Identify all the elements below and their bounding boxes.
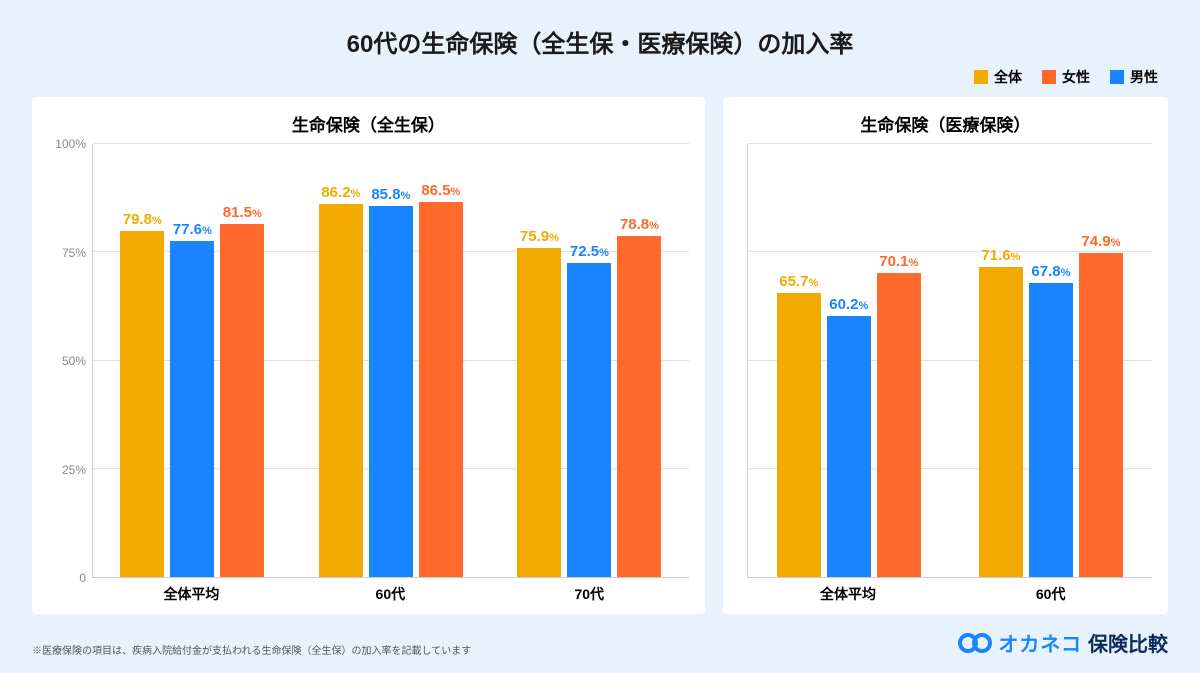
bar-group: 75.9% 72.5% 78.8% [490,144,689,577]
x-tick-label: 60代 [291,578,490,606]
brand: オカネコ 保険比較 [958,628,1168,657]
bar-group: 71.6% 67.8% 74.9% [950,144,1152,577]
bar-value-label: 86.5% [421,182,460,199]
y-tick-label: 0 [79,571,86,585]
bar-rect [567,263,611,577]
page-root: 60代の生命保険（全生保・医療保険）の加入率 全体 女性 男性 生命保険（全生保） 0… [0,0,1200,673]
bar-group: 86.2% 85.8% 86.5% [292,144,491,577]
chart-area: 65.7% 60.2% 70.1% 71.6% 67.8% 74.9% [747,144,1152,578]
page-title: 60代の生命保険（全生保・医療保険）の加入率 [32,24,1168,59]
bar-rect [419,202,463,577]
y-tick-label: 100% [55,137,86,151]
legend-swatch [1042,70,1056,84]
brand-main-text: オカネコ [998,628,1082,657]
y-tick-label: 25% [62,463,86,477]
bar-total: 65.7% [777,144,821,577]
bar-value-label: 81.5% [223,204,262,221]
logo-ring [972,633,992,653]
y-axis: 025%50%75%100% [48,144,92,578]
legend-label: 全体 [994,67,1022,87]
bar-rect [827,316,871,577]
panel-title: 生命保険（医療保険） [739,111,1152,136]
bar-value-label: 65.7% [779,273,818,290]
bar-value-label: 67.8% [1031,263,1070,280]
bar-value-label: 75.9% [520,228,559,245]
bar-value-label: 70.1% [879,253,918,270]
plot-area: 65.7% 60.2% 70.1% 71.6% 67.8% 74.9% [739,144,1152,578]
legend-label: 男性 [1130,67,1158,87]
bar-male: 77.6% [170,144,214,577]
bar-total: 75.9% [517,144,561,577]
bar-female: 70.1% [877,144,921,577]
bar-male: 72.5% [567,144,611,577]
bar-rect [1029,283,1073,577]
bar-value-label: 86.2% [321,184,360,201]
y-axis [739,144,747,578]
bar-groups: 65.7% 60.2% 70.1% 71.6% 67.8% 74.9% [748,144,1152,577]
y-tick-label: 75% [62,246,86,260]
bar-female: 81.5% [220,144,264,577]
bar-rect [777,293,821,577]
bar-rect [1079,253,1123,577]
chart-panel-medical: 生命保険（医療保険） 65.7% 60.2% 70.1% 71.6% 67.8% 74.9%… [723,97,1168,614]
bar-value-label: 60.2% [829,296,868,313]
panel-title: 生命保険（全生保） [48,111,689,136]
bar-male: 60.2% [827,144,871,577]
bar-rect [170,241,214,577]
bar-rect [369,206,413,578]
bar-value-label: 79.8% [123,211,162,228]
bar-value-label: 71.6% [981,247,1020,264]
x-axis: 全体平均60代70代 [92,578,689,606]
bar-groups: 79.8% 77.6% 81.5% 86.2% 85.8% 86.5% 75.9% 72.5%… [93,144,689,577]
bar-total: 79.8% [120,144,164,577]
chart-area: 79.8% 77.6% 81.5% 86.2% 85.8% 86.5% 75.9% 72.5%… [92,144,689,578]
bar-value-label: 72.5% [570,243,609,260]
panels-container: 生命保険（全生保） 0 25% 50% 75% 100% 79.8% 77.6% 81.5% 86… [32,97,1168,614]
bar-female: 74.9% [1079,144,1123,577]
legend-swatch [1110,70,1124,84]
x-tick-label: 全体平均 [92,578,291,606]
legend-item-male: 男性 [1110,67,1158,87]
footnote: ※医療保険の項目は、疾病入院給付金が支払われる生命保険（全生保）の加入率を記載し… [32,642,471,657]
bar-rect [220,224,264,577]
legend-swatch [974,70,988,84]
bar-rect [979,267,1023,577]
plot-area: 025%50%75%100%79.8%77.6%81.5%86.2%85.8%8… [48,144,689,578]
legend-item-total: 全体 [974,67,1022,87]
bar-value-label: 74.9% [1081,233,1120,250]
footer: ※医療保険の項目は、疾病入院給付金が支払われる生命保険（全生保）の加入率を記載し… [32,628,1168,657]
bar-male: 85.8% [369,144,413,577]
bar-value-label: 78.8% [620,216,659,233]
bar-rect [319,204,363,577]
bar-total: 86.2% [319,144,363,577]
chart-panel-life: 生命保険（全生保） 0 25% 50% 75% 100% 79.8% 77.6% 81.5% 86… [32,97,705,614]
bar-rect [517,248,561,577]
bar-value-label: 85.8% [371,186,410,203]
bar-group: 79.8% 77.6% 81.5% [93,144,292,577]
bar-female: 78.8% [617,144,661,577]
bar-value-label: 77.6% [173,221,212,238]
bar-group: 65.7% 60.2% 70.1% [748,144,950,577]
x-tick-label: 70代 [490,578,689,606]
brand-logo-icon [958,633,992,653]
bar-rect [120,231,164,577]
bar-rect [877,273,921,577]
brand-sub-text: 保険比較 [1088,628,1168,657]
bar-rect [617,236,661,577]
x-tick-label: 全体平均 [747,578,950,606]
legend-item-female: 女性 [1042,67,1090,87]
bar-female: 86.5% [419,144,463,577]
legend: 全体 女性 男性 [32,67,1168,87]
bar-male: 67.8% [1029,144,1073,577]
y-tick-label: 50% [62,354,86,368]
x-axis: 全体平均60代 [747,578,1152,606]
legend-label: 女性 [1062,67,1090,87]
bar-total: 71.6% [979,144,1023,577]
x-tick-label: 60代 [949,578,1152,606]
